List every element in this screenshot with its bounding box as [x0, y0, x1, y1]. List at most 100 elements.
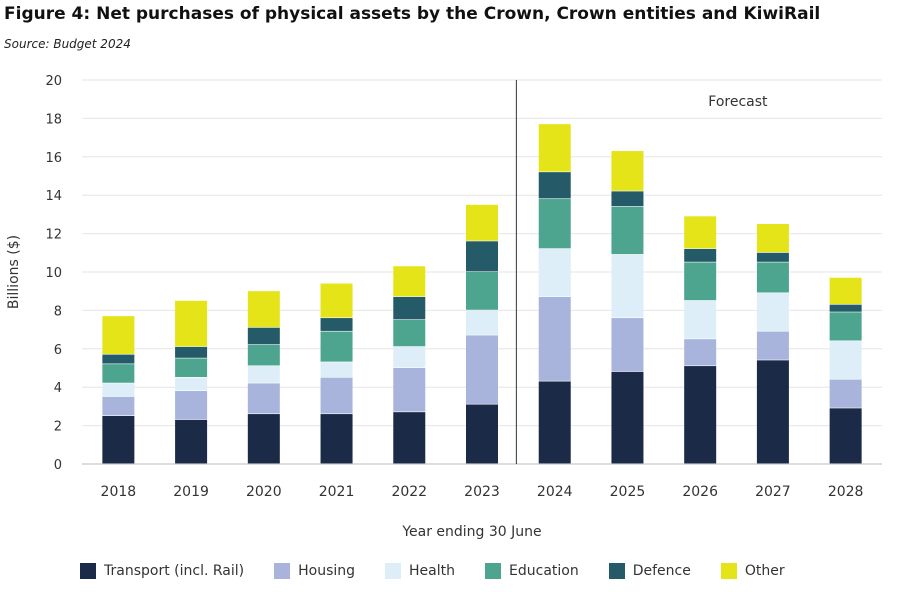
- bar-segment-housing-2028: [829, 379, 862, 408]
- bar-segment-housing-2019: [175, 391, 208, 420]
- y-tick-label: 14: [45, 189, 62, 204]
- bar-segment-health-2027: [756, 293, 789, 331]
- x-tick-label: 2027: [755, 484, 791, 500]
- forecast-label: Forecast: [708, 94, 768, 110]
- bar-segment-housing-2023: [466, 335, 498, 404]
- bar-segment-health-2023: [466, 310, 498, 335]
- bar-segment-education-2028: [829, 312, 862, 341]
- bar-segment-education-2025: [611, 206, 644, 255]
- bar-segment-housing-2021: [320, 377, 353, 414]
- bar-segment-housing-2026: [684, 339, 717, 366]
- legend-item: Transport (incl. Rail): [80, 563, 244, 579]
- bar-segment-housing-2020: [247, 383, 280, 414]
- bar-segment-other-2020: [247, 291, 280, 328]
- bar-segment-defence-2026: [684, 248, 717, 262]
- y-tick-label: 0: [54, 458, 62, 473]
- bar-segment-health-2021: [320, 362, 353, 377]
- bar-segment-housing-2024: [538, 296, 571, 381]
- bar-segment-health-2028: [829, 341, 862, 379]
- x-tick-label: 2023: [464, 484, 500, 500]
- bar-segment-education-2024: [538, 199, 571, 249]
- bar-segment-other-2021: [320, 283, 353, 318]
- bar-segment-education-2018: [102, 364, 135, 383]
- x-tick-label: 2024: [537, 484, 573, 500]
- x-tick-label: 2019: [173, 484, 209, 500]
- chart-title: Figure 4: Net purchases of physical asse…: [4, 4, 821, 24]
- bar-segment-defence-2027: [756, 252, 789, 262]
- bar-segment-defence-2020: [247, 327, 280, 345]
- y-tick-label: 8: [54, 304, 62, 319]
- bar-segment-transport-incl-rail--2026: [684, 366, 717, 464]
- legend-swatch: [608, 563, 625, 579]
- bar-segment-other-2023: [466, 204, 498, 241]
- legend-item: Education: [485, 563, 579, 579]
- bar-segment-transport-incl-rail--2023: [466, 404, 498, 464]
- bar-segment-transport-incl-rail--2019: [175, 419, 208, 464]
- bar-segment-transport-incl-rail--2028: [829, 408, 862, 464]
- bar-segment-other-2027: [756, 224, 789, 253]
- legend-label: Defence: [632, 563, 691, 579]
- legend-label: Housing: [298, 563, 356, 579]
- x-tick-label: 2022: [391, 484, 427, 500]
- legend-swatch: [485, 563, 502, 579]
- y-axis-ticks: 0 2 4 6 8 10 12 14 16 18 20: [45, 74, 62, 473]
- x-tick-label: 2020: [246, 484, 282, 500]
- bar-segment-housing-2022: [393, 368, 426, 412]
- legend-swatch: [385, 563, 402, 579]
- bar-segment-health-2018: [102, 383, 135, 397]
- y-tick-label: 10: [45, 266, 62, 281]
- bar-segment-health-2020: [247, 366, 280, 383]
- legend-item: Housing: [274, 563, 355, 579]
- legend-swatch: [80, 563, 96, 579]
- legend: Transport (incl. Rail) Housing Health Educa…: [80, 563, 815, 579]
- legend-label: Transport (incl. Rail): [104, 563, 245, 579]
- bar-segment-health-2022: [393, 346, 426, 368]
- bar-segment-education-2023: [466, 272, 498, 310]
- bars: [102, 124, 862, 464]
- bar-segment-health-2026: [684, 300, 717, 339]
- bar-segment-other-2026: [684, 216, 717, 249]
- bar-segment-defence-2023: [466, 241, 498, 272]
- x-tick-label: 2018: [101, 484, 137, 500]
- x-axis-ticks: 2018 2019 2020 2021 2022 2023 2024 2025 2026 2027…: [101, 484, 864, 500]
- legend-label: Education: [509, 563, 579, 579]
- bar-segment-health-2019: [175, 377, 208, 391]
- x-tick-label: 2021: [319, 484, 355, 500]
- bar-segment-housing-2025: [611, 318, 644, 372]
- legend-label: Other: [744, 563, 785, 579]
- legend-item: Health: [385, 563, 455, 579]
- bar-segment-transport-incl-rail--2022: [393, 412, 426, 464]
- y-tick-label: 6: [54, 343, 62, 358]
- bar-segment-education-2027: [756, 262, 789, 293]
- x-tick-label: 2028: [828, 484, 864, 500]
- y-tick-label: 12: [45, 228, 62, 243]
- bar-segment-education-2021: [320, 331, 353, 362]
- x-axis-label: Year ending 30 June: [401, 524, 541, 540]
- bar-segment-transport-incl-rail--2024: [538, 381, 571, 464]
- bar-segment-transport-incl-rail--2018: [102, 416, 135, 464]
- bar-segment-other-2028: [829, 277, 862, 305]
- bar-segment-defence-2025: [611, 191, 644, 207]
- bar-segment-defence-2019: [175, 346, 208, 358]
- bar-segment-transport-incl-rail--2021: [320, 414, 353, 464]
- y-tick-label: 2: [54, 420, 62, 435]
- bar-segment-defence-2024: [538, 172, 571, 199]
- bar-segment-housing-2027: [756, 331, 789, 360]
- y-axis-label: Billions ($): [6, 235, 22, 309]
- bar-segment-education-2019: [175, 358, 208, 377]
- bar-segment-defence-2022: [393, 296, 426, 320]
- bar-segment-other-2019: [175, 300, 208, 347]
- bar-segment-health-2025: [611, 254, 644, 318]
- chart-source: Source: Budget 2024: [4, 37, 131, 51]
- bar-segment-other-2024: [538, 124, 571, 172]
- y-tick-label: 16: [45, 151, 62, 166]
- bar-segment-other-2018: [102, 316, 135, 354]
- bar-segment-education-2026: [684, 262, 717, 301]
- x-tick-label: 2025: [610, 484, 646, 500]
- legend-swatch: [720, 563, 737, 579]
- legend-swatch: [274, 563, 291, 579]
- legend-item: Other: [720, 563, 785, 579]
- gridlines: [82, 79, 882, 465]
- bar-segment-transport-incl-rail--2027: [756, 360, 789, 464]
